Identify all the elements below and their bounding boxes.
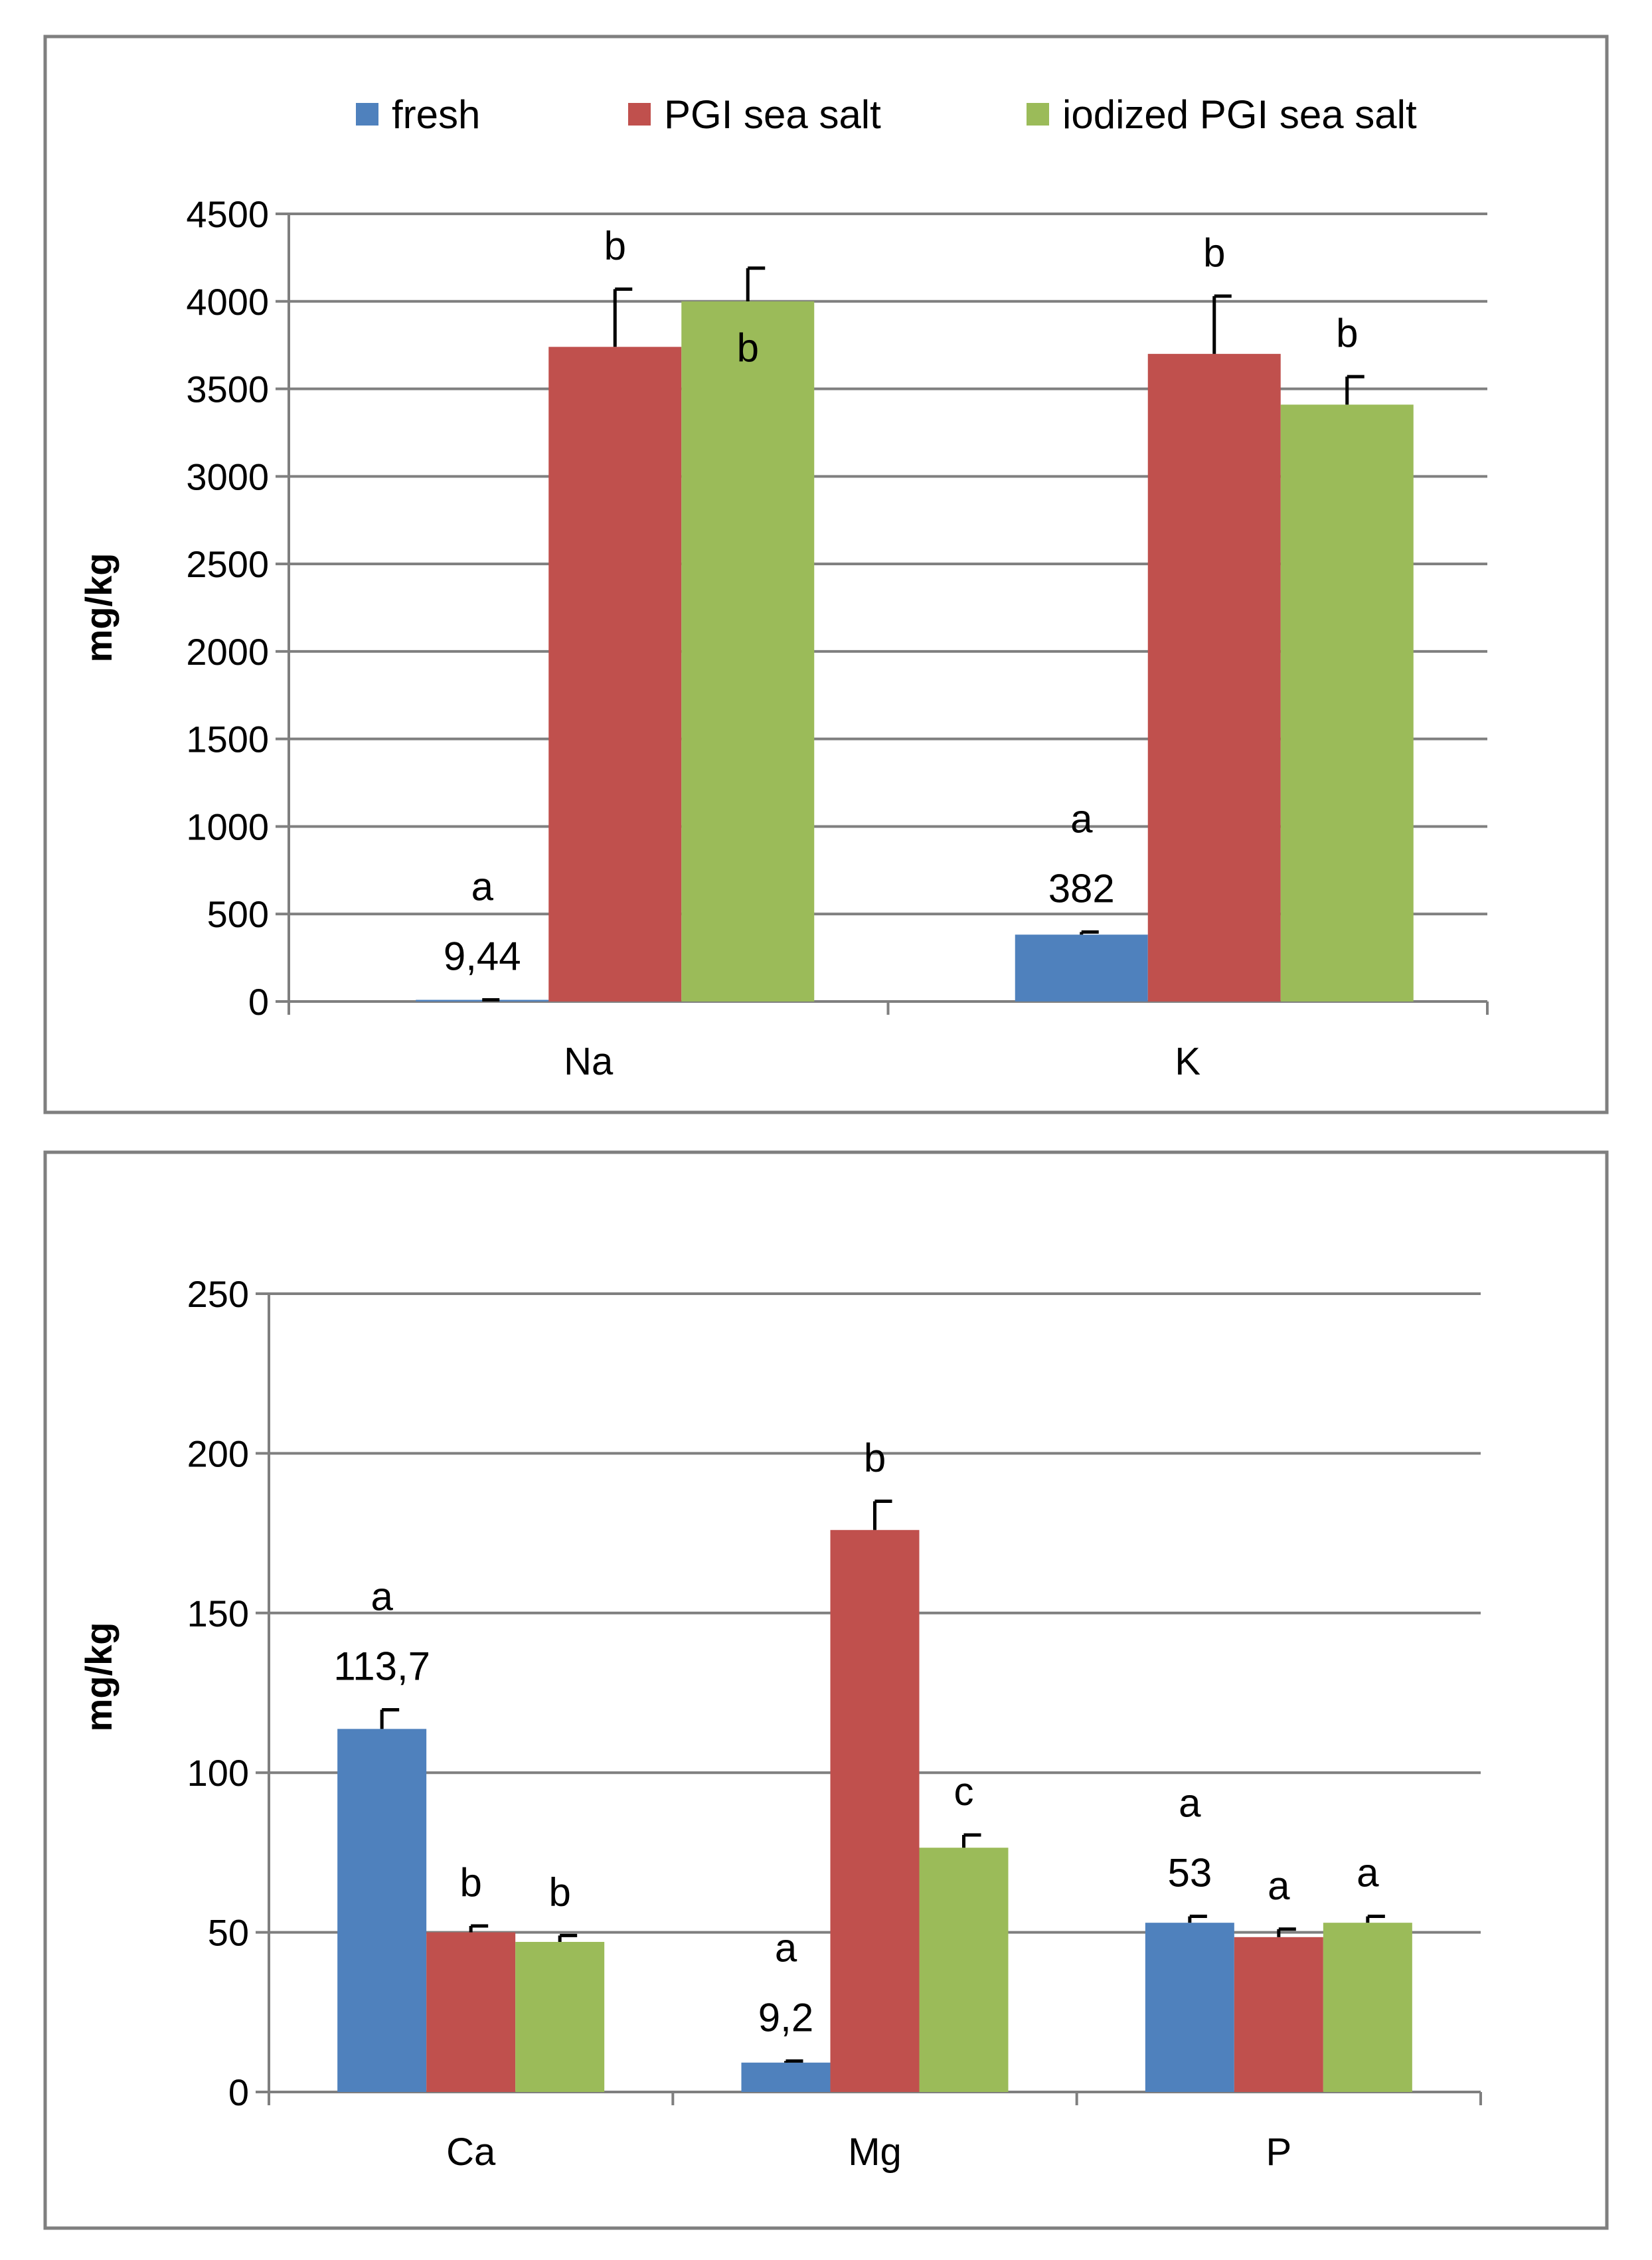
- bar-pgi-sea-salt-na: [548, 347, 682, 1001]
- x-category-label-p: P: [1266, 2130, 1291, 2174]
- x-category-label-mg: Mg: [848, 2130, 902, 2174]
- x-category-label-na: Na: [564, 1040, 614, 1083]
- value-label-fresh-k: 382: [1048, 866, 1115, 911]
- legend-label-pgi-sea-salt: PGI sea salt: [664, 92, 881, 137]
- y-tick-label: 100: [187, 1752, 249, 1794]
- bar-iodized-pgi-sea-salt-p: [1323, 1923, 1412, 2092]
- significance-letter-fresh-mg: a: [775, 1925, 797, 1970]
- bar-pgi-sea-salt-mg: [830, 1529, 920, 2092]
- legend-swatch-fresh: [356, 103, 378, 126]
- legend-swatch-iodized-pgi-sea-salt: [1027, 103, 1049, 126]
- significance-letter-pgi-sea-salt-mg: b: [864, 1436, 886, 1480]
- y-tick-label: 3000: [186, 456, 269, 497]
- significance-letter-fresh-p: a: [1179, 1781, 1201, 1826]
- significance-letter-fresh-ca: a: [371, 1574, 393, 1618]
- y-tick-label: 250: [187, 1273, 249, 1315]
- x-category-label-k: K: [1175, 1040, 1200, 1083]
- significance-letter-fresh-na: a: [471, 865, 494, 909]
- value-label-fresh-p: 53: [1167, 1851, 1212, 1895]
- bar-fresh-p: [1145, 1923, 1234, 2092]
- significance-letter-iodized-pgi-sea-salt-ca: b: [548, 1869, 570, 1914]
- bar-iodized-pgi-sea-salt-ca: [515, 1942, 605, 2092]
- bar-pgi-sea-salt-p: [1234, 1937, 1323, 2092]
- significance-letter-fresh-k: a: [1070, 796, 1093, 841]
- significance-letter-iodized-pgi-sea-salt-mg: c: [954, 1769, 974, 1814]
- bar-iodized-pgi-sea-salt-na: [681, 301, 815, 1001]
- y-tick-label: 1500: [186, 719, 269, 760]
- y-tick-label: 500: [207, 893, 269, 935]
- x-category-label-ca: Ca: [446, 2130, 496, 2174]
- bar-fresh-ca: [337, 1729, 427, 2092]
- bar-fresh-mg: [741, 2062, 831, 2092]
- significance-letter-iodized-pgi-sea-salt-p: a: [1357, 1851, 1379, 1895]
- value-label-fresh-ca: 113,7: [333, 1644, 430, 1688]
- significance-letter-pgi-sea-salt-k: b: [1203, 230, 1225, 275]
- bar-iodized-pgi-sea-salt-mg: [919, 1848, 1009, 2092]
- y-tick-label: 1000: [186, 806, 269, 847]
- y-tick-label: 3500: [186, 369, 269, 410]
- y-axis-label: mg/kg: [78, 553, 120, 663]
- value-label-fresh-mg: 9,2: [758, 1995, 813, 2040]
- y-tick-label: 2000: [186, 631, 269, 673]
- y-tick-label: 2500: [186, 543, 269, 585]
- y-tick-label: 0: [248, 981, 269, 1023]
- significance-letter-pgi-sea-salt-ca: b: [459, 1860, 481, 1905]
- bar-pgi-sea-salt-k: [1147, 353, 1281, 1001]
- chart-1-na-k: 0 500 1000 1500 2000 2500 3000 3500 4000 4500 mg/k…: [78, 193, 1489, 1083]
- significance-letter-pgi-sea-salt-na: b: [604, 223, 626, 268]
- legend: fresh PGI sea salt iodized PGI sea salt: [356, 92, 1417, 137]
- y-tick-label: 4000: [186, 281, 269, 323]
- y-tick-label: 150: [187, 1593, 249, 1634]
- y-tick-label: 200: [187, 1433, 249, 1474]
- significance-letter-iodized-pgi-sea-salt-na: b: [737, 325, 759, 370]
- bar-pgi-sea-salt-ca: [426, 1932, 516, 2092]
- y-tick-label: 4500: [186, 193, 269, 235]
- y-tick-label: 50: [208, 1912, 249, 1954]
- legend-label-fresh: fresh: [392, 92, 480, 137]
- chart-2-ca-mg-p: 0 50 100 150 200 250 mg/kg Ca Mg P 113,7 a 9,2 a 53 a b b…: [78, 1273, 1482, 2174]
- y-axis-label: mg/kg: [78, 1622, 120, 1732]
- significance-letter-pgi-sea-salt-p: a: [1268, 1864, 1290, 1908]
- y-tick-label: 0: [228, 2071, 249, 2113]
- value-label-fresh-na: 9,44: [444, 934, 521, 979]
- bar-iodized-pgi-sea-salt-k: [1280, 404, 1414, 1001]
- significance-letter-iodized-pgi-sea-salt-k: b: [1336, 311, 1358, 355]
- bar-fresh-k: [1015, 934, 1148, 1001]
- legend-label-iodized-pgi-sea-salt: iodized PGI sea salt: [1062, 92, 1417, 137]
- legend-swatch-pgi-sea-salt: [628, 103, 651, 126]
